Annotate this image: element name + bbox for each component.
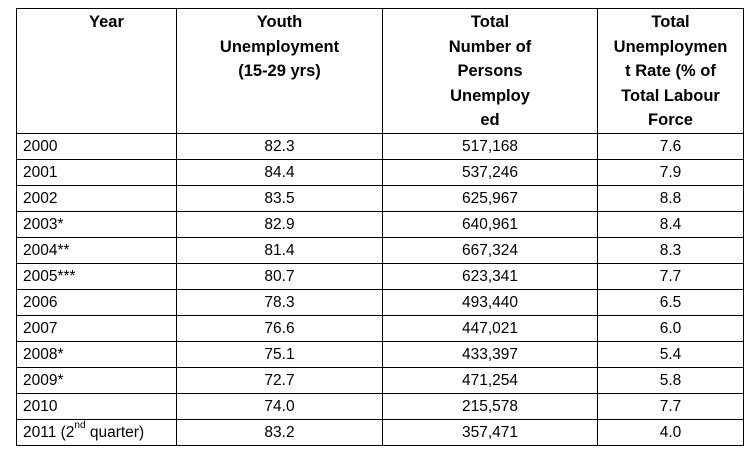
table-row: 2004** 81.4 667,324 8.3 (16, 236, 744, 264)
cell-unemployment-rate: 4.0 (597, 418, 744, 446)
cell-unemployment-rate: 6.0 (597, 314, 744, 342)
header-line: Total (470, 13, 510, 31)
header-line: Total (651, 13, 690, 31)
header-line: Number of (448, 37, 532, 56)
header-youth-unemployment: Youth Unemployment (15-29 yrs) (176, 8, 383, 134)
cell-total-unemployed: 517,168 (382, 132, 598, 160)
cell-year: 2001 (16, 158, 177, 186)
table-header: Year Youth Unemployment (15-29 yrs) Tota… (16, 8, 744, 134)
cell-total-unemployed: 640,961 (382, 210, 598, 238)
cell-youth-unemployment: 81.4 (176, 236, 383, 264)
cell-year: 2002 (16, 184, 177, 212)
cell-year: 2004** (16, 236, 177, 264)
header-total-persons-unemployed: Total Number of Persons Unemploy ed (382, 8, 598, 134)
cell-unemployment-rate: 5.4 (597, 340, 744, 368)
cell-unemployment-rate: 8.8 (597, 184, 744, 212)
cell-unemployment-rate: 7.9 (597, 158, 744, 186)
cell-year: 2005*** (16, 262, 177, 290)
cell-youth-unemployment: 82.9 (176, 210, 383, 238)
cell-total-unemployed: 623,341 (382, 262, 598, 290)
table-row: 2001 84.4 537,246 7.9 (16, 158, 744, 186)
table-row: 2000 82.3 517,168 7.6 (16, 132, 744, 160)
cell-total-unemployed: 433,397 (382, 340, 598, 368)
cell-youth-unemployment: 72.7 (176, 366, 383, 394)
unemployment-table: Year Youth Unemployment (15-29 yrs) Tota… (16, 8, 744, 446)
cell-year: 2000 (16, 132, 177, 160)
cell-unemployment-rate: 6.5 (597, 288, 744, 316)
table-row: 2007 76.6 447,021 6.0 (16, 314, 744, 342)
cell-youth-unemployment: 83.5 (176, 184, 383, 212)
cell-unemployment-rate: 7.7 (597, 392, 744, 420)
table-row: 2002 83.5 625,967 8.8 (16, 184, 744, 212)
cell-year: 2006 (16, 288, 177, 316)
cell-total-unemployed: 471,254 (382, 366, 598, 394)
cell-year: 2009* (16, 366, 177, 394)
cell-youth-unemployment: 82.3 (176, 132, 383, 160)
cell-total-unemployed: 625,967 (382, 184, 598, 212)
cell-youth-unemployment: 84.4 (176, 158, 383, 186)
cell-youth-unemployment: 83.2 (176, 418, 383, 446)
ordinal-suffix: nd (74, 420, 86, 432)
header-row: Year Youth Unemployment (15-29 yrs) Tota… (16, 8, 744, 134)
header-line: Youth (256, 13, 303, 31)
table-row: 2008* 75.1 433,397 5.4 (16, 340, 744, 368)
cell-year: 2003* (16, 210, 177, 238)
cell-unemployment-rate: 7.7 (597, 262, 744, 290)
table-row: 2006 78.3 493,440 6.5 (16, 288, 744, 316)
header-line: t Rate (% of (625, 62, 716, 80)
header-year: Year (16, 8, 177, 134)
cell-youth-unemployment: 76.6 (176, 314, 383, 342)
cell-total-unemployed: 537,246 (382, 158, 598, 186)
header-line: Unemploy (450, 86, 530, 105)
cell-year: 2010 (16, 392, 177, 420)
cell-youth-unemployment: 80.7 (176, 262, 383, 290)
header-line: Unemploymen (613, 37, 728, 56)
header-line: Total Labour (621, 86, 720, 105)
cell-year: 2007 (16, 314, 177, 342)
cell-year: 2008* (16, 340, 177, 368)
cell-youth-unemployment: 74.0 (176, 392, 383, 420)
cell-total-unemployed: 493,440 (382, 288, 598, 316)
table-row: 2005*** 80.7 623,341 7.7 (16, 262, 744, 290)
table-body: 2000 82.3 517,168 7.6 2001 84.4 537,246 7.9 2002… (16, 132, 744, 446)
table-row: 2009* 72.7 471,254 5.8 (16, 366, 744, 394)
header-line: (15-29 yrs) (238, 62, 321, 80)
table-row: 2003* 82.9 640,961 8.4 (16, 210, 744, 238)
cell-total-unemployed: 447,021 (382, 314, 598, 342)
header-line: Unemployment (219, 37, 340, 56)
cell-total-unemployed: 215,578 (382, 392, 598, 420)
header-unemployment-rate: Total Unemploymen t Rate (% of Total Lab… (597, 8, 744, 134)
cell-unemployment-rate: 7.6 (597, 132, 744, 160)
cell-youth-unemployment: 75.1 (176, 340, 383, 368)
header-line: ed (480, 111, 500, 129)
header-line: Force (648, 111, 693, 129)
cell-unemployment-rate: 8.3 (597, 236, 744, 264)
cell-year: 2011 (2nd quarter) (16, 418, 177, 446)
cell-youth-unemployment: 78.3 (176, 288, 383, 316)
cell-unemployment-rate: 8.4 (597, 210, 744, 238)
table-row-last: 2011 (2nd quarter) 83.2 357,471 4.0 (16, 418, 744, 446)
header-line: Persons (457, 62, 523, 80)
cell-total-unemployed: 667,324 (382, 236, 598, 264)
cell-total-unemployed: 357,471 (382, 418, 598, 446)
table-row: 2010 74.0 215,578 7.7 (16, 392, 744, 420)
cell-unemployment-rate: 5.8 (597, 366, 744, 394)
